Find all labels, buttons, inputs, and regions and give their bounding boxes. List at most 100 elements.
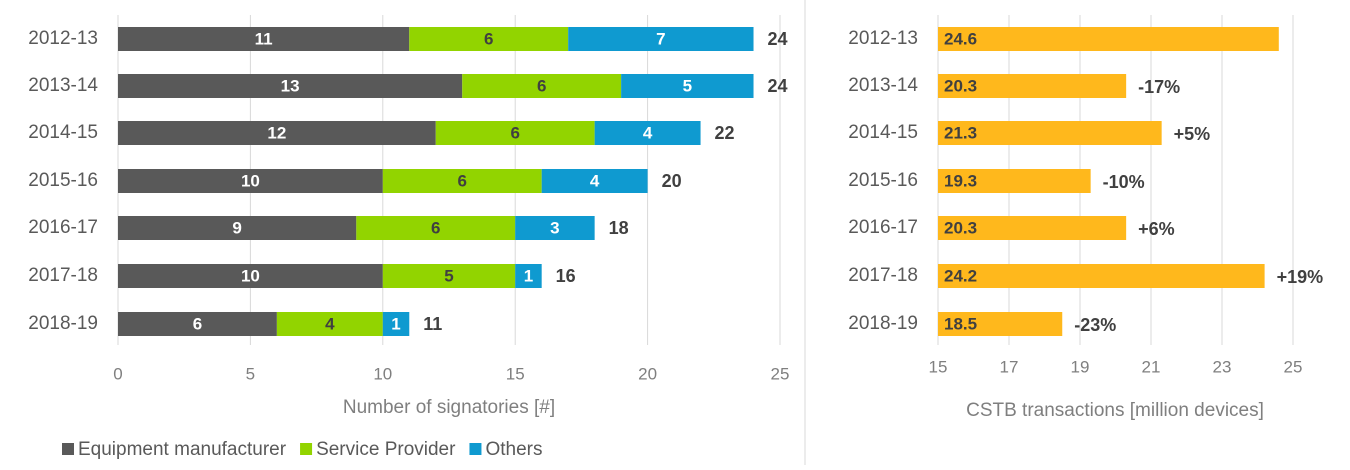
change-label: +6%	[1138, 219, 1175, 239]
y-tick-label: 2016-17	[28, 217, 98, 238]
bar-segment	[515, 216, 595, 240]
bar-segment	[568, 27, 754, 51]
data-label: 4	[325, 314, 335, 333]
y-tick-label: 2015-16	[848, 170, 918, 191]
y-tick-label: 2017-18	[848, 265, 918, 286]
data-label: 1	[524, 266, 533, 285]
bar-segment	[594, 121, 701, 145]
bar	[938, 74, 1127, 98]
y-tick-label: 2014-15	[848, 122, 918, 143]
total-label: 22	[715, 123, 735, 143]
data-label: 10	[241, 171, 260, 190]
change-label: +5%	[1174, 124, 1211, 144]
data-label: 5	[683, 76, 692, 95]
legend-label: Others	[485, 439, 542, 460]
bar-segment	[462, 74, 622, 98]
change-label: +19%	[1277, 267, 1324, 287]
legend-swatch	[62, 443, 74, 455]
bar-segment	[382, 312, 410, 336]
data-label: 18.5	[944, 314, 977, 333]
data-label: 11	[255, 29, 273, 48]
data-label: 6	[537, 76, 546, 95]
y-tick-label: 2018-19	[848, 313, 918, 334]
data-label: 6	[193, 314, 202, 333]
bar-segment	[118, 121, 436, 145]
bar-segment	[118, 216, 357, 240]
y-tick-label: 2017-18	[28, 265, 98, 286]
x-tick-label: 19	[1071, 357, 1090, 376]
bar	[938, 264, 1265, 288]
bar-segment	[382, 264, 516, 288]
total-label: 18	[609, 218, 629, 238]
data-label: 24.2	[944, 266, 977, 285]
data-label: 20.3	[944, 218, 977, 237]
x-axis-label: Number of signatories [#]	[343, 397, 555, 418]
data-label: 13	[281, 76, 300, 95]
bar-segment	[435, 121, 595, 145]
x-tick-label: 25	[771, 364, 790, 383]
bar	[938, 169, 1091, 193]
total-label: 24	[768, 29, 788, 49]
legend-label: Equipment manufacturer	[78, 439, 287, 460]
bar-segment	[409, 27, 569, 51]
y-tick-label: 2015-16	[28, 170, 98, 191]
bar-segment	[118, 169, 383, 193]
y-tick-label: 2013-14	[28, 75, 98, 96]
data-label: 21.3	[944, 123, 977, 142]
change-label: -23%	[1074, 315, 1116, 335]
legend-label: Service Provider	[316, 439, 456, 460]
data-label: 6	[431, 218, 440, 237]
data-label: 5	[444, 266, 453, 285]
x-tick-label: 23	[1213, 357, 1232, 376]
legend-swatch	[469, 443, 482, 455]
bar-segment	[118, 27, 410, 51]
data-label: 4	[590, 171, 600, 190]
y-tick-label: 2013-14	[848, 75, 918, 96]
change-label: -10%	[1103, 172, 1145, 192]
data-label: 6	[458, 171, 467, 190]
data-label: 9	[232, 218, 241, 237]
y-tick-label: 2018-19	[28, 313, 98, 334]
x-axis-label: CSTB transactions [million devices]	[966, 400, 1264, 421]
data-label: 7	[656, 29, 665, 48]
bar-segment	[541, 169, 648, 193]
bar	[938, 216, 1127, 240]
bar-segment	[621, 74, 754, 98]
total-label: 20	[662, 171, 682, 191]
x-tick-label: 25	[1284, 357, 1303, 376]
x-tick-label: 21	[1142, 357, 1161, 376]
data-label: 12	[267, 123, 286, 142]
data-label: 1	[391, 314, 400, 333]
data-label: 24.6	[944, 29, 977, 48]
x-tick-label: 17	[1000, 357, 1019, 376]
total-label: 24	[768, 76, 788, 96]
total-label: 16	[556, 266, 576, 286]
bar-segment	[276, 312, 383, 336]
x-tick-label: 20	[638, 364, 657, 383]
y-tick-label: 2016-17	[848, 217, 918, 238]
x-tick-label: 0	[113, 364, 122, 383]
data-label: 3	[550, 218, 559, 237]
legend-swatch	[300, 443, 313, 455]
data-label: 20.3	[944, 76, 977, 95]
x-tick-label: 10	[373, 364, 392, 383]
bar	[938, 121, 1162, 145]
data-label: 10	[241, 266, 260, 285]
data-label: 4	[643, 123, 653, 142]
y-tick-label: 2012-13	[28, 28, 98, 49]
bar-segment	[118, 312, 277, 336]
bar	[938, 312, 1063, 336]
bar-segment	[382, 169, 542, 193]
bar-segment	[118, 264, 383, 288]
bar-segment	[356, 216, 516, 240]
y-tick-label: 2014-15	[28, 122, 98, 143]
bar-segment	[515, 264, 542, 288]
bar-segment	[118, 74, 463, 98]
data-label: 19.3	[944, 171, 977, 190]
x-tick-label: 15	[929, 357, 948, 376]
data-label: 6	[510, 123, 519, 142]
x-tick-label: 15	[506, 364, 525, 383]
bar	[938, 27, 1279, 51]
change-label: -17%	[1138, 77, 1180, 97]
